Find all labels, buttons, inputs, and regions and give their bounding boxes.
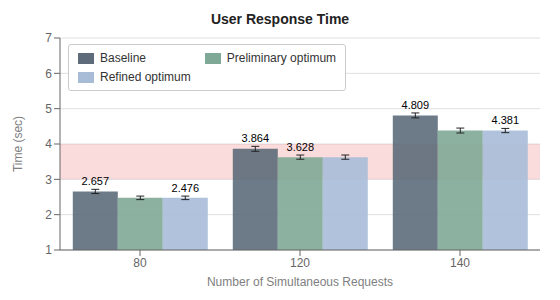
svg-text:5: 5 [45, 102, 52, 116]
svg-text:3: 3 [45, 173, 52, 187]
svg-text:2.476: 2.476 [172, 182, 200, 194]
html-text:User Response Time: User Response Time [210, 11, 350, 27]
svg-text:Time (sec): Time (sec) [11, 116, 25, 172]
html-text:Baseline: Baseline [100, 51, 146, 65]
svg-text:2: 2 [45, 208, 52, 222]
svg-text:6: 6 [45, 67, 52, 81]
svg-text:4.381: 4.381 [492, 114, 520, 126]
svg-text:120: 120 [290, 256, 310, 270]
svg-text:2.657: 2.657 [82, 175, 110, 187]
svg-text:7: 7 [45, 31, 52, 45]
svg-text:Number of Simultaneous Request: Number of Simultaneous Requests [207, 275, 393, 289]
svg-text:80: 80 [133, 256, 147, 270]
svg-text:1: 1 [45, 243, 52, 257]
svg-text:3.628: 3.628 [287, 141, 315, 153]
svg-text:3.864: 3.864 [242, 132, 270, 144]
svg-text:4: 4 [45, 137, 52, 151]
svg-text:140: 140 [450, 256, 470, 270]
html-text:Preliminary optimum: Preliminary optimum [226, 51, 337, 65]
html-text:Refined optimum: Refined optimum [100, 70, 191, 84]
svg-text:4.809: 4.809 [402, 99, 430, 111]
